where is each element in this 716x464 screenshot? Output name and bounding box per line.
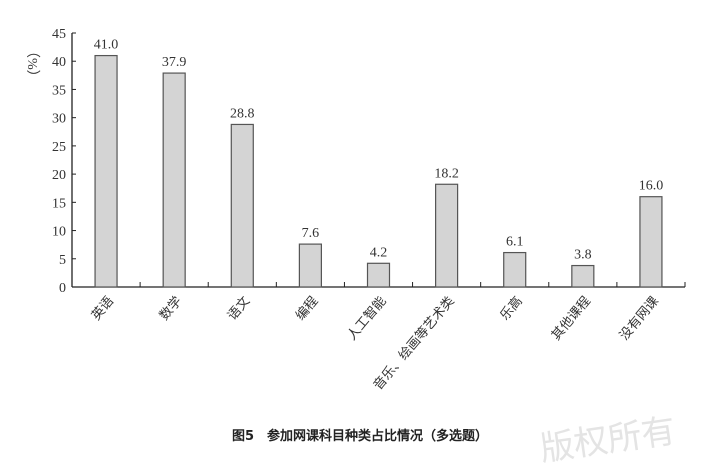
y-tick-label: 45 bbox=[52, 27, 66, 42]
y-tick-label: 15 bbox=[52, 196, 66, 211]
bar bbox=[366, 262, 391, 288]
x-tick-label: 没有网课 bbox=[617, 294, 662, 343]
y-axis-label: （%） bbox=[24, 44, 40, 84]
y-tick-label: 25 bbox=[52, 140, 66, 155]
bar bbox=[298, 243, 322, 288]
bar bbox=[639, 196, 663, 288]
x-tick-label: 英语 bbox=[89, 294, 117, 324]
data-label: 3.8 bbox=[574, 248, 592, 263]
data-label: 7.6 bbox=[302, 226, 320, 241]
data-label: 28.8 bbox=[230, 106, 255, 121]
y-tick-label: 0 bbox=[59, 281, 66, 296]
chart-title: 图5 参加网课科目种类占比情况（多选题） bbox=[232, 428, 488, 444]
data-label: 41.0 bbox=[94, 38, 119, 53]
bar bbox=[230, 123, 254, 288]
watermark: 版权所有 bbox=[538, 411, 678, 464]
x-tick-label: 乐高 bbox=[497, 293, 526, 323]
data-label: 4.2 bbox=[370, 245, 388, 260]
bar bbox=[435, 183, 459, 288]
x-tick-label: 编程 bbox=[293, 294, 321, 324]
y-tick-label: 35 bbox=[52, 83, 66, 98]
y-tick-label: 10 bbox=[52, 225, 66, 240]
y-tick-label: 30 bbox=[52, 112, 66, 127]
x-tick-label: 其他课程 bbox=[549, 294, 594, 343]
y-tick-label: 40 bbox=[52, 55, 66, 70]
data-label: 6.1 bbox=[506, 235, 524, 250]
y-tick-label: 5 bbox=[59, 253, 66, 268]
x-tick-label: 语文 bbox=[225, 294, 253, 324]
data-label: 37.9 bbox=[162, 55, 187, 70]
data-label: 16.0 bbox=[639, 179, 664, 194]
bar bbox=[571, 264, 595, 288]
data-label: 18.2 bbox=[434, 166, 459, 181]
bar bbox=[94, 54, 118, 288]
bar bbox=[162, 72, 186, 288]
bar bbox=[503, 251, 527, 288]
y-tick-label: 20 bbox=[52, 168, 66, 183]
x-tick-label: 数学 bbox=[156, 293, 185, 323]
x-tick-label: 人工智能 bbox=[345, 294, 390, 343]
